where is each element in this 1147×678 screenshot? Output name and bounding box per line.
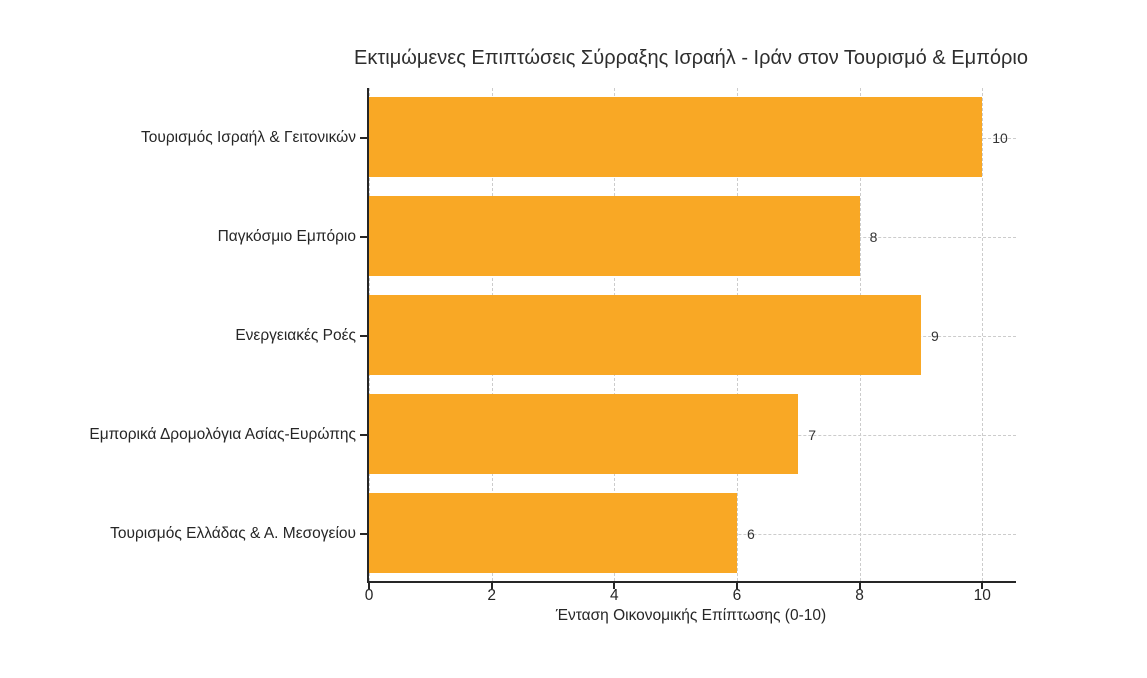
y-axis-category-label: Εμπορικά Δρομολόγια Ασίας-Ευρώπης xyxy=(89,425,356,443)
y-axis-category-label: Ενεργειακές Ροές xyxy=(235,326,356,344)
y-axis-tick-mark xyxy=(360,136,367,139)
bar xyxy=(369,394,799,474)
bar-row: 8 xyxy=(360,187,1016,286)
bar-value-label: 6 xyxy=(746,525,755,542)
x-axis-tick-mark xyxy=(368,583,370,589)
x-axis-tick-label: 4 xyxy=(609,587,619,604)
bar-value-label: 10 xyxy=(992,129,1008,146)
x-axis-tick-label: 10 xyxy=(973,587,991,604)
x-axis-tick-mark xyxy=(981,583,984,589)
y-axis-tick-mark xyxy=(360,532,367,535)
bar-value-label: 8 xyxy=(869,228,878,245)
bar xyxy=(369,196,860,276)
y-axis-tick-mark xyxy=(360,433,367,436)
bar xyxy=(369,295,921,375)
y-axis-tick-mark xyxy=(360,235,367,238)
vertical-gridline xyxy=(982,88,984,581)
y-axis-tick-mark xyxy=(360,334,367,337)
x-axis-tick-mark xyxy=(613,583,616,589)
bar-value-label: 7 xyxy=(808,426,817,443)
x-axis-tick-mark xyxy=(490,583,493,589)
bar-row: 6 xyxy=(360,484,1016,583)
bar-row: 10 xyxy=(360,88,1016,187)
x-axis-tick-label: 6 xyxy=(732,587,742,604)
bar xyxy=(369,493,737,573)
y-axis-category-label: Παγκόσμιο Εμπόριο xyxy=(217,227,356,245)
x-axis-tick-label: 2 xyxy=(487,587,496,604)
x-axis-tick-mark xyxy=(858,583,861,589)
chart-title: Εκτιμώμενες Επιπτώσεις Σύρραξης Ισραήλ -… xyxy=(354,47,1028,69)
bar-row: 9 xyxy=(360,286,1016,385)
x-axis-tick-mark xyxy=(735,583,738,589)
y-axis-category-label: Τουρισμός Ελλάδας & Α. Μεσογείου xyxy=(110,524,356,542)
x-axis-tick-label: 0 xyxy=(364,587,374,604)
y-axis-category-label: Τουρισμός Ισραήλ & Γειτονικών xyxy=(140,128,356,146)
x-axis-tick-label: 8 xyxy=(855,587,864,604)
plot-area: 10 8 9 7 6 0 2 4 6 8 10 xyxy=(360,88,1016,604)
bar-value-label: 9 xyxy=(930,327,939,344)
bar-row: 7 xyxy=(360,385,1016,484)
bar xyxy=(369,97,983,177)
x-axis-label: Ένταση Οικονομικής Επίπτωσης (0-10) xyxy=(555,607,827,624)
